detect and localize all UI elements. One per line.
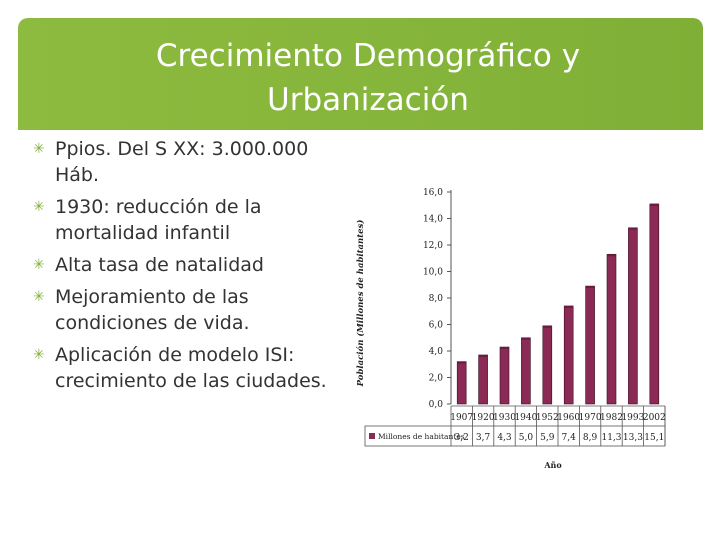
- data-label: 13,3: [623, 433, 643, 443]
- legend-swatch: [369, 433, 375, 439]
- bar-top: [607, 254, 616, 257]
- x-axis-title: Año: [543, 460, 562, 470]
- bar: [563, 305, 574, 405]
- y-tick-label: 10,0: [423, 268, 443, 278]
- population-chart: 0,0 2,0 4,0 6,0 8,0 10,0 12,0 14,0 16,0 Población…: [343, 160, 678, 480]
- bar: [456, 361, 467, 405]
- bar: [585, 285, 595, 405]
- slide-title: Crecimiento Demográfico y Urbanización: [108, 34, 628, 122]
- x-tick-label: 1940: [514, 413, 537, 423]
- bullet-text: Alta tasa de natalidad: [55, 254, 264, 276]
- y-tick-label: 2,0: [429, 374, 444, 384]
- bar-top: [500, 347, 509, 350]
- bar-top: [542, 325, 552, 328]
- bullet-text: 1930: reducción de la mortalidad infanti…: [55, 196, 262, 244]
- x-tick-label: 1982: [600, 413, 623, 423]
- data-label: 11,3: [601, 433, 621, 443]
- bar-top: [564, 305, 574, 308]
- data-label: 3,7: [476, 433, 491, 443]
- bullet-text: Mejoramiento de las condiciones de vida.: [55, 286, 250, 334]
- asterisk-icon: ✳: [33, 141, 45, 157]
- title-bar: Crecimiento Demográfico y Urbanización: [18, 18, 703, 130]
- bar: [606, 253, 617, 405]
- asterisk-icon: ✳: [33, 199, 45, 215]
- bar-top: [585, 286, 595, 289]
- bullet-text: Ppios. Del S XX: 3.000.000 Háb.: [55, 138, 309, 186]
- bullet-item: ✳ 1930: reducción de la mortalidad infant…: [33, 194, 343, 246]
- x-tick-label: 1993: [621, 413, 644, 423]
- y-tick-label: 12,0: [423, 241, 443, 251]
- data-label: 3,2: [455, 433, 469, 443]
- y-tick-label: 16,0: [423, 188, 443, 198]
- chart-svg: 0,0 2,0 4,0 6,0 8,0 10,0 12,0 14,0 16,0 Población…: [355, 188, 666, 470]
- x-tick-label: 2002: [643, 413, 666, 423]
- bar: [628, 227, 638, 405]
- title-line-2: Urbanización: [267, 82, 469, 118]
- data-label: 4,3: [497, 433, 512, 443]
- legend-label: Millones de habitantes: [378, 432, 465, 441]
- y-tick-label: 4,0: [429, 347, 444, 357]
- x-tick-label: 1952: [536, 413, 559, 423]
- bullet-item: ✳ Ppios. Del S XX: 3.000.000 Háb.: [33, 136, 343, 188]
- y-tick-label: 6,0: [429, 321, 444, 331]
- bar-top: [649, 203, 659, 206]
- bullet-item: ✳ Aplicación de modelo ISI: crecimiento d…: [33, 342, 343, 394]
- bullet-list: ✳ Ppios. Del S XX: 3.000.000 Háb. ✳ 1930: …: [33, 136, 343, 400]
- x-tick-label: 1970: [579, 413, 602, 423]
- y-axis-title: Población (Millones de habitantes): [355, 220, 366, 388]
- y-tick-label: 0,0: [429, 400, 444, 410]
- bar-top: [478, 354, 488, 357]
- bar-top: [521, 337, 531, 340]
- data-label: 7,4: [562, 433, 577, 443]
- bar-top: [457, 361, 467, 364]
- bar-top: [628, 227, 638, 230]
- data-label: 5,9: [540, 433, 555, 443]
- data-label: 15,1: [644, 433, 664, 443]
- data-label: 5,0: [519, 433, 534, 443]
- y-tick-label: 14,0: [423, 215, 443, 225]
- bar: [542, 325, 553, 405]
- bar: [478, 354, 488, 405]
- data-label: 8,9: [583, 433, 598, 443]
- bar: [521, 337, 531, 405]
- asterisk-icon: ✳: [33, 257, 45, 273]
- bullet-item: ✳ Alta tasa de natalidad: [33, 252, 343, 278]
- x-tick-label: 1960: [557, 413, 580, 423]
- x-tick-label: 1920: [472, 413, 495, 423]
- asterisk-icon: ✳: [33, 289, 45, 305]
- y-tick-label: 8,0: [429, 294, 444, 304]
- bullet-text: Aplicación de modelo ISI: crecimiento de…: [55, 344, 327, 392]
- bar: [649, 203, 660, 405]
- x-tick-label: 1930: [493, 413, 516, 423]
- bullet-item: ✳ Mejoramiento de las condiciones de vida…: [33, 284, 343, 336]
- title-line-1: Crecimiento Demográfico y: [155, 38, 581, 74]
- asterisk-icon: ✳: [33, 347, 45, 363]
- bar: [499, 346, 510, 405]
- x-tick-label: 1907: [450, 413, 473, 423]
